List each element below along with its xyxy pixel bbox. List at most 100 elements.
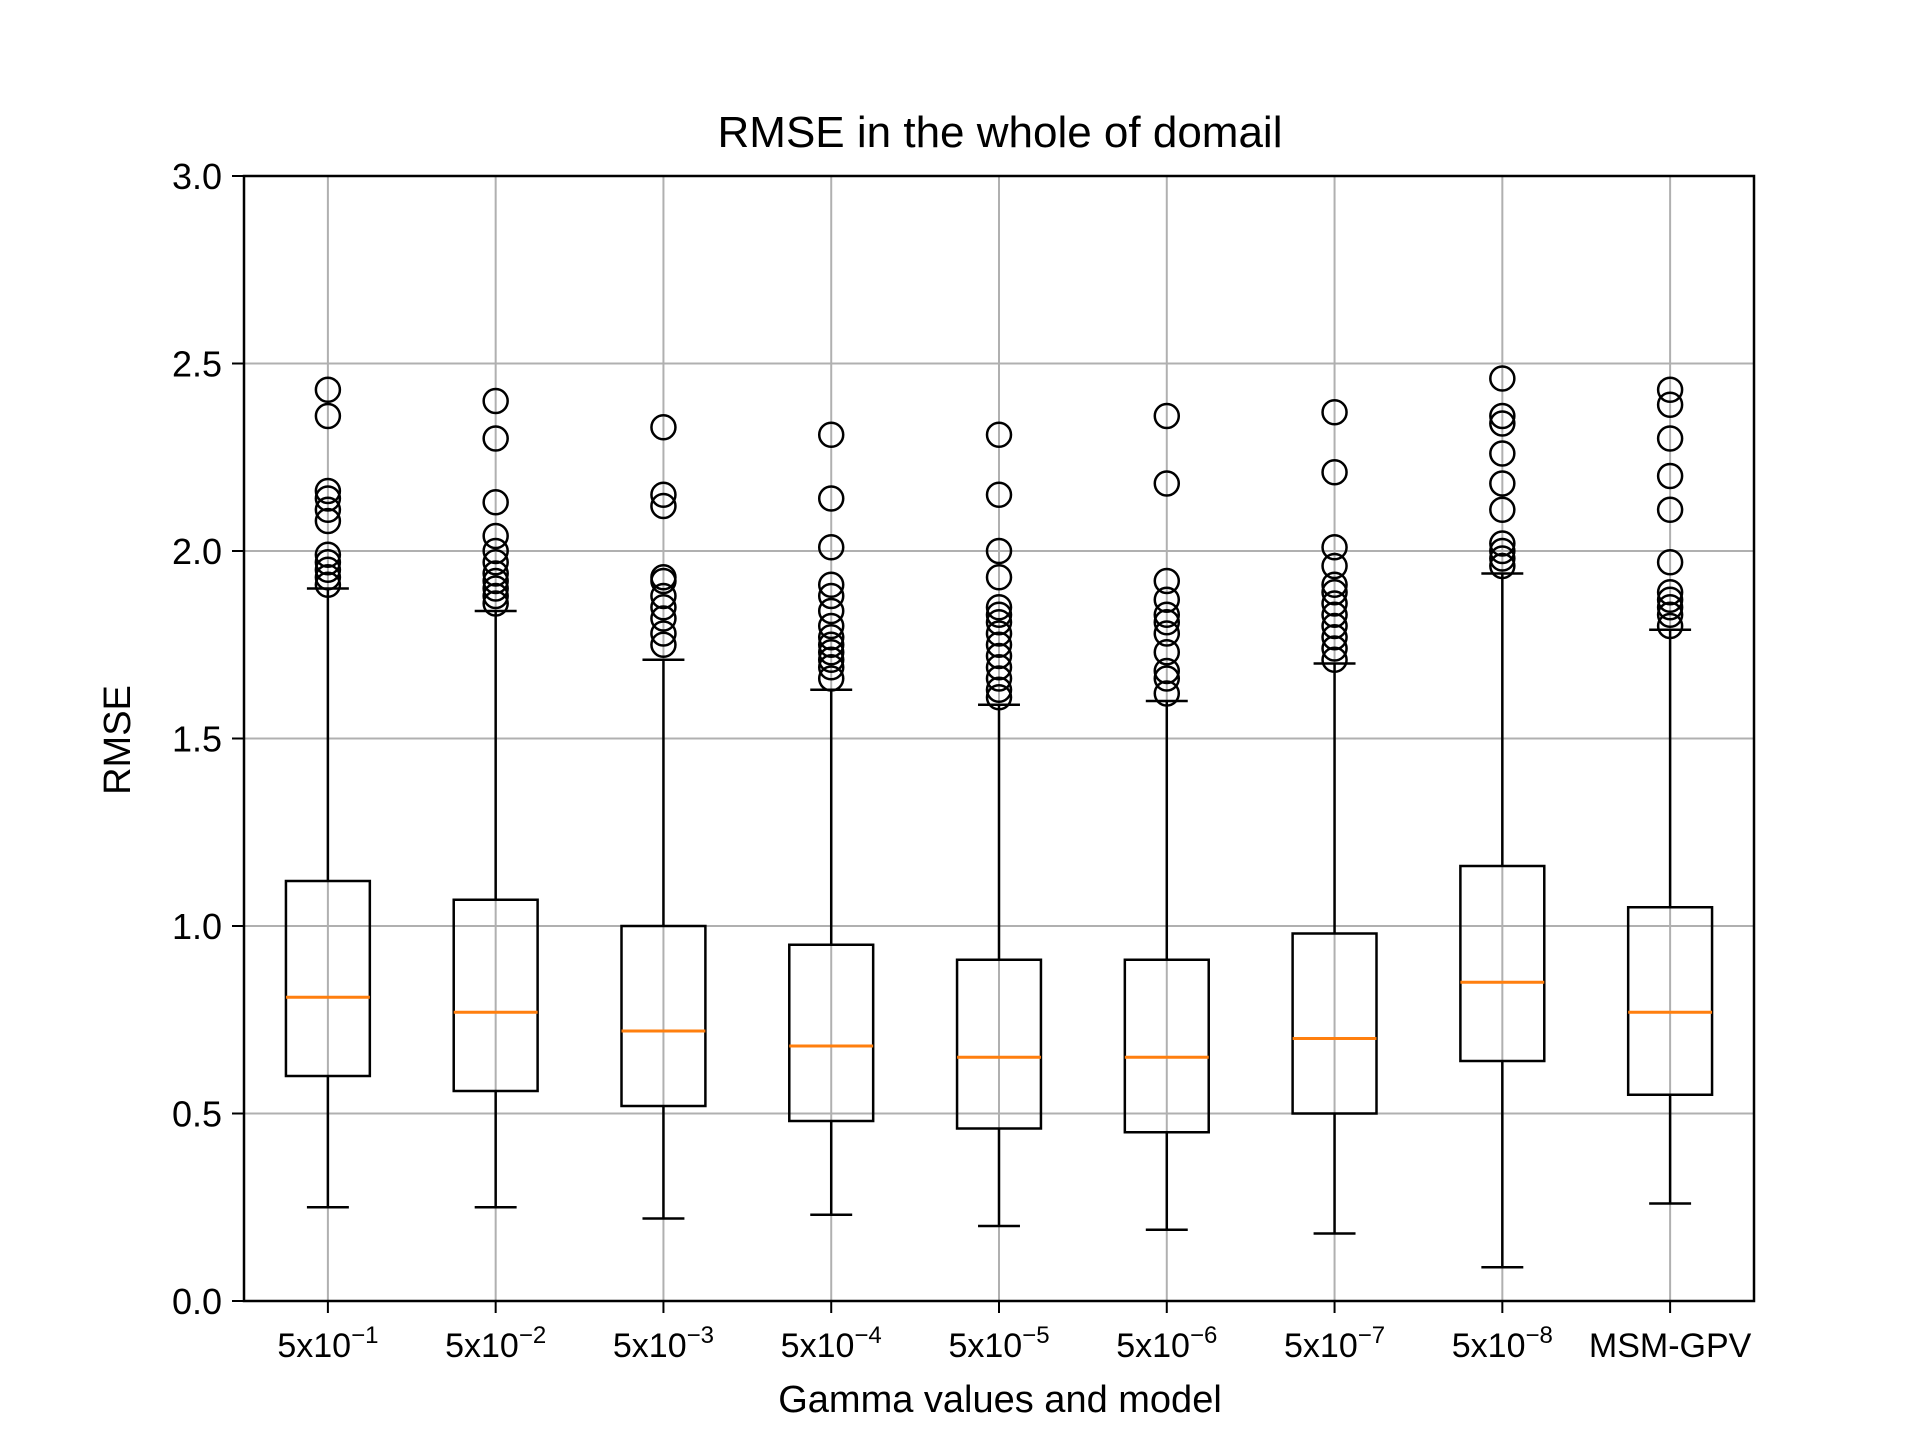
outlier-point [985, 564, 1013, 591]
x-tick-label-exponent: −6 [1190, 1322, 1217, 1349]
outlier-point [1489, 470, 1516, 497]
outlier-point [1321, 534, 1348, 561]
x-tick-label-base: 5x10 [948, 1327, 1022, 1365]
outlier-point [1321, 646, 1348, 673]
x-tick-label-exponent: −8 [1526, 1322, 1553, 1349]
outlier-point [314, 564, 342, 591]
outlier-point [1656, 586, 1684, 613]
outlier-point [650, 594, 677, 621]
outlier-point [482, 489, 509, 516]
x-tick-label-base: MSM-GPV [1589, 1327, 1752, 1365]
outlier-point [1153, 601, 1181, 628]
chart-title: RMSE in the whole of domail [718, 108, 1283, 157]
outlier-point [985, 481, 1013, 508]
outlier-point [1153, 639, 1181, 666]
y-axis-label: RMSE [97, 685, 139, 795]
box-group [1459, 365, 1546, 1269]
outlier-point [985, 642, 1013, 670]
outlier-point [482, 567, 509, 595]
outlier-point [314, 507, 342, 535]
outlier-point [985, 609, 1013, 636]
y-tick-label: 0.0 [172, 1281, 222, 1322]
y-tick-label: 2.0 [172, 531, 222, 572]
outlier-point [1153, 665, 1181, 692]
box-group [1123, 402, 1210, 1231]
outlier-point [817, 665, 845, 692]
outlier-point [1321, 459, 1348, 486]
outlier-point [985, 631, 1013, 658]
iqr-box [452, 898, 539, 1093]
outlier-point [1321, 601, 1348, 628]
x-tick-label: 5x10−2 [445, 1322, 546, 1365]
outlier-point [314, 477, 342, 505]
x-tick-label-exponent: −3 [687, 1322, 714, 1349]
outlier-point [817, 571, 845, 598]
iqr-box [620, 924, 707, 1108]
outlier-point [1656, 376, 1684, 403]
outlier-point [1489, 552, 1516, 580]
outlier-point [1489, 496, 1516, 523]
outlier-point [482, 537, 509, 565]
x-tick-label: MSM-GPV [1589, 1327, 1752, 1365]
outlier-point [1153, 470, 1181, 497]
box-group [1291, 399, 1378, 1235]
box-group [284, 376, 372, 1209]
plot-frame [242, 174, 1756, 1303]
outlier-point [482, 425, 509, 452]
outlier-point [985, 654, 1013, 681]
outlier-point [314, 485, 342, 512]
outlier-point [817, 597, 845, 625]
box-group [955, 421, 1043, 1228]
outlier-point [482, 590, 509, 617]
y-tick-label: 0.5 [172, 1094, 222, 1135]
outlier-point [314, 571, 342, 598]
x-tick-label: 5x10−4 [781, 1322, 882, 1365]
box-group [452, 387, 539, 1209]
outlier-point [1656, 549, 1684, 576]
outlier-point [314, 496, 342, 523]
outlier-point [1321, 579, 1348, 606]
outlier-point [1656, 496, 1684, 523]
x-tick-label-base: 5x10 [277, 1327, 351, 1365]
outlier-point [1153, 620, 1181, 647]
outlier-point [817, 485, 845, 512]
outlier-point [1321, 612, 1348, 640]
iqr-box [1626, 906, 1714, 1096]
outlier-point [817, 639, 845, 666]
outlier-point [314, 549, 342, 576]
outlier-point [1489, 440, 1516, 467]
outlier-point [482, 582, 509, 610]
x-tick-label: 5x10−7 [1284, 1322, 1385, 1365]
iqr-box [284, 879, 372, 1078]
iqr-box [1459, 864, 1546, 1063]
outlier-point [482, 560, 509, 587]
x-tick-label-base: 5x10 [1284, 1327, 1358, 1365]
outlier-point [1153, 609, 1181, 636]
outlier-point [314, 541, 342, 568]
outlier-point [650, 414, 677, 441]
iqr-box [1123, 958, 1210, 1134]
outlier-point [650, 631, 677, 658]
x-tick-label-base: 5x10 [781, 1327, 855, 1365]
box-group [1626, 376, 1714, 1205]
outlier-point [1489, 410, 1516, 437]
outlier-point [817, 582, 845, 610]
outlier-point [1489, 402, 1516, 430]
outlier-point [985, 594, 1013, 621]
outlier-point [817, 654, 845, 681]
outlier-point [1153, 402, 1181, 430]
outlier-point [1153, 680, 1181, 707]
x-axis-label: Gamma values and model [778, 1379, 1222, 1421]
x-tick-label-exponent: −2 [519, 1322, 546, 1349]
outlier-point [1489, 545, 1516, 572]
outlier-point [650, 481, 677, 508]
x-tick-label-exponent: −4 [854, 1322, 881, 1349]
outlier-point [1321, 571, 1348, 598]
outlier-point [650, 620, 677, 647]
outlier-point [1321, 590, 1348, 617]
outlier-point [650, 605, 677, 632]
x-tick-label: 5x10−3 [613, 1322, 714, 1365]
